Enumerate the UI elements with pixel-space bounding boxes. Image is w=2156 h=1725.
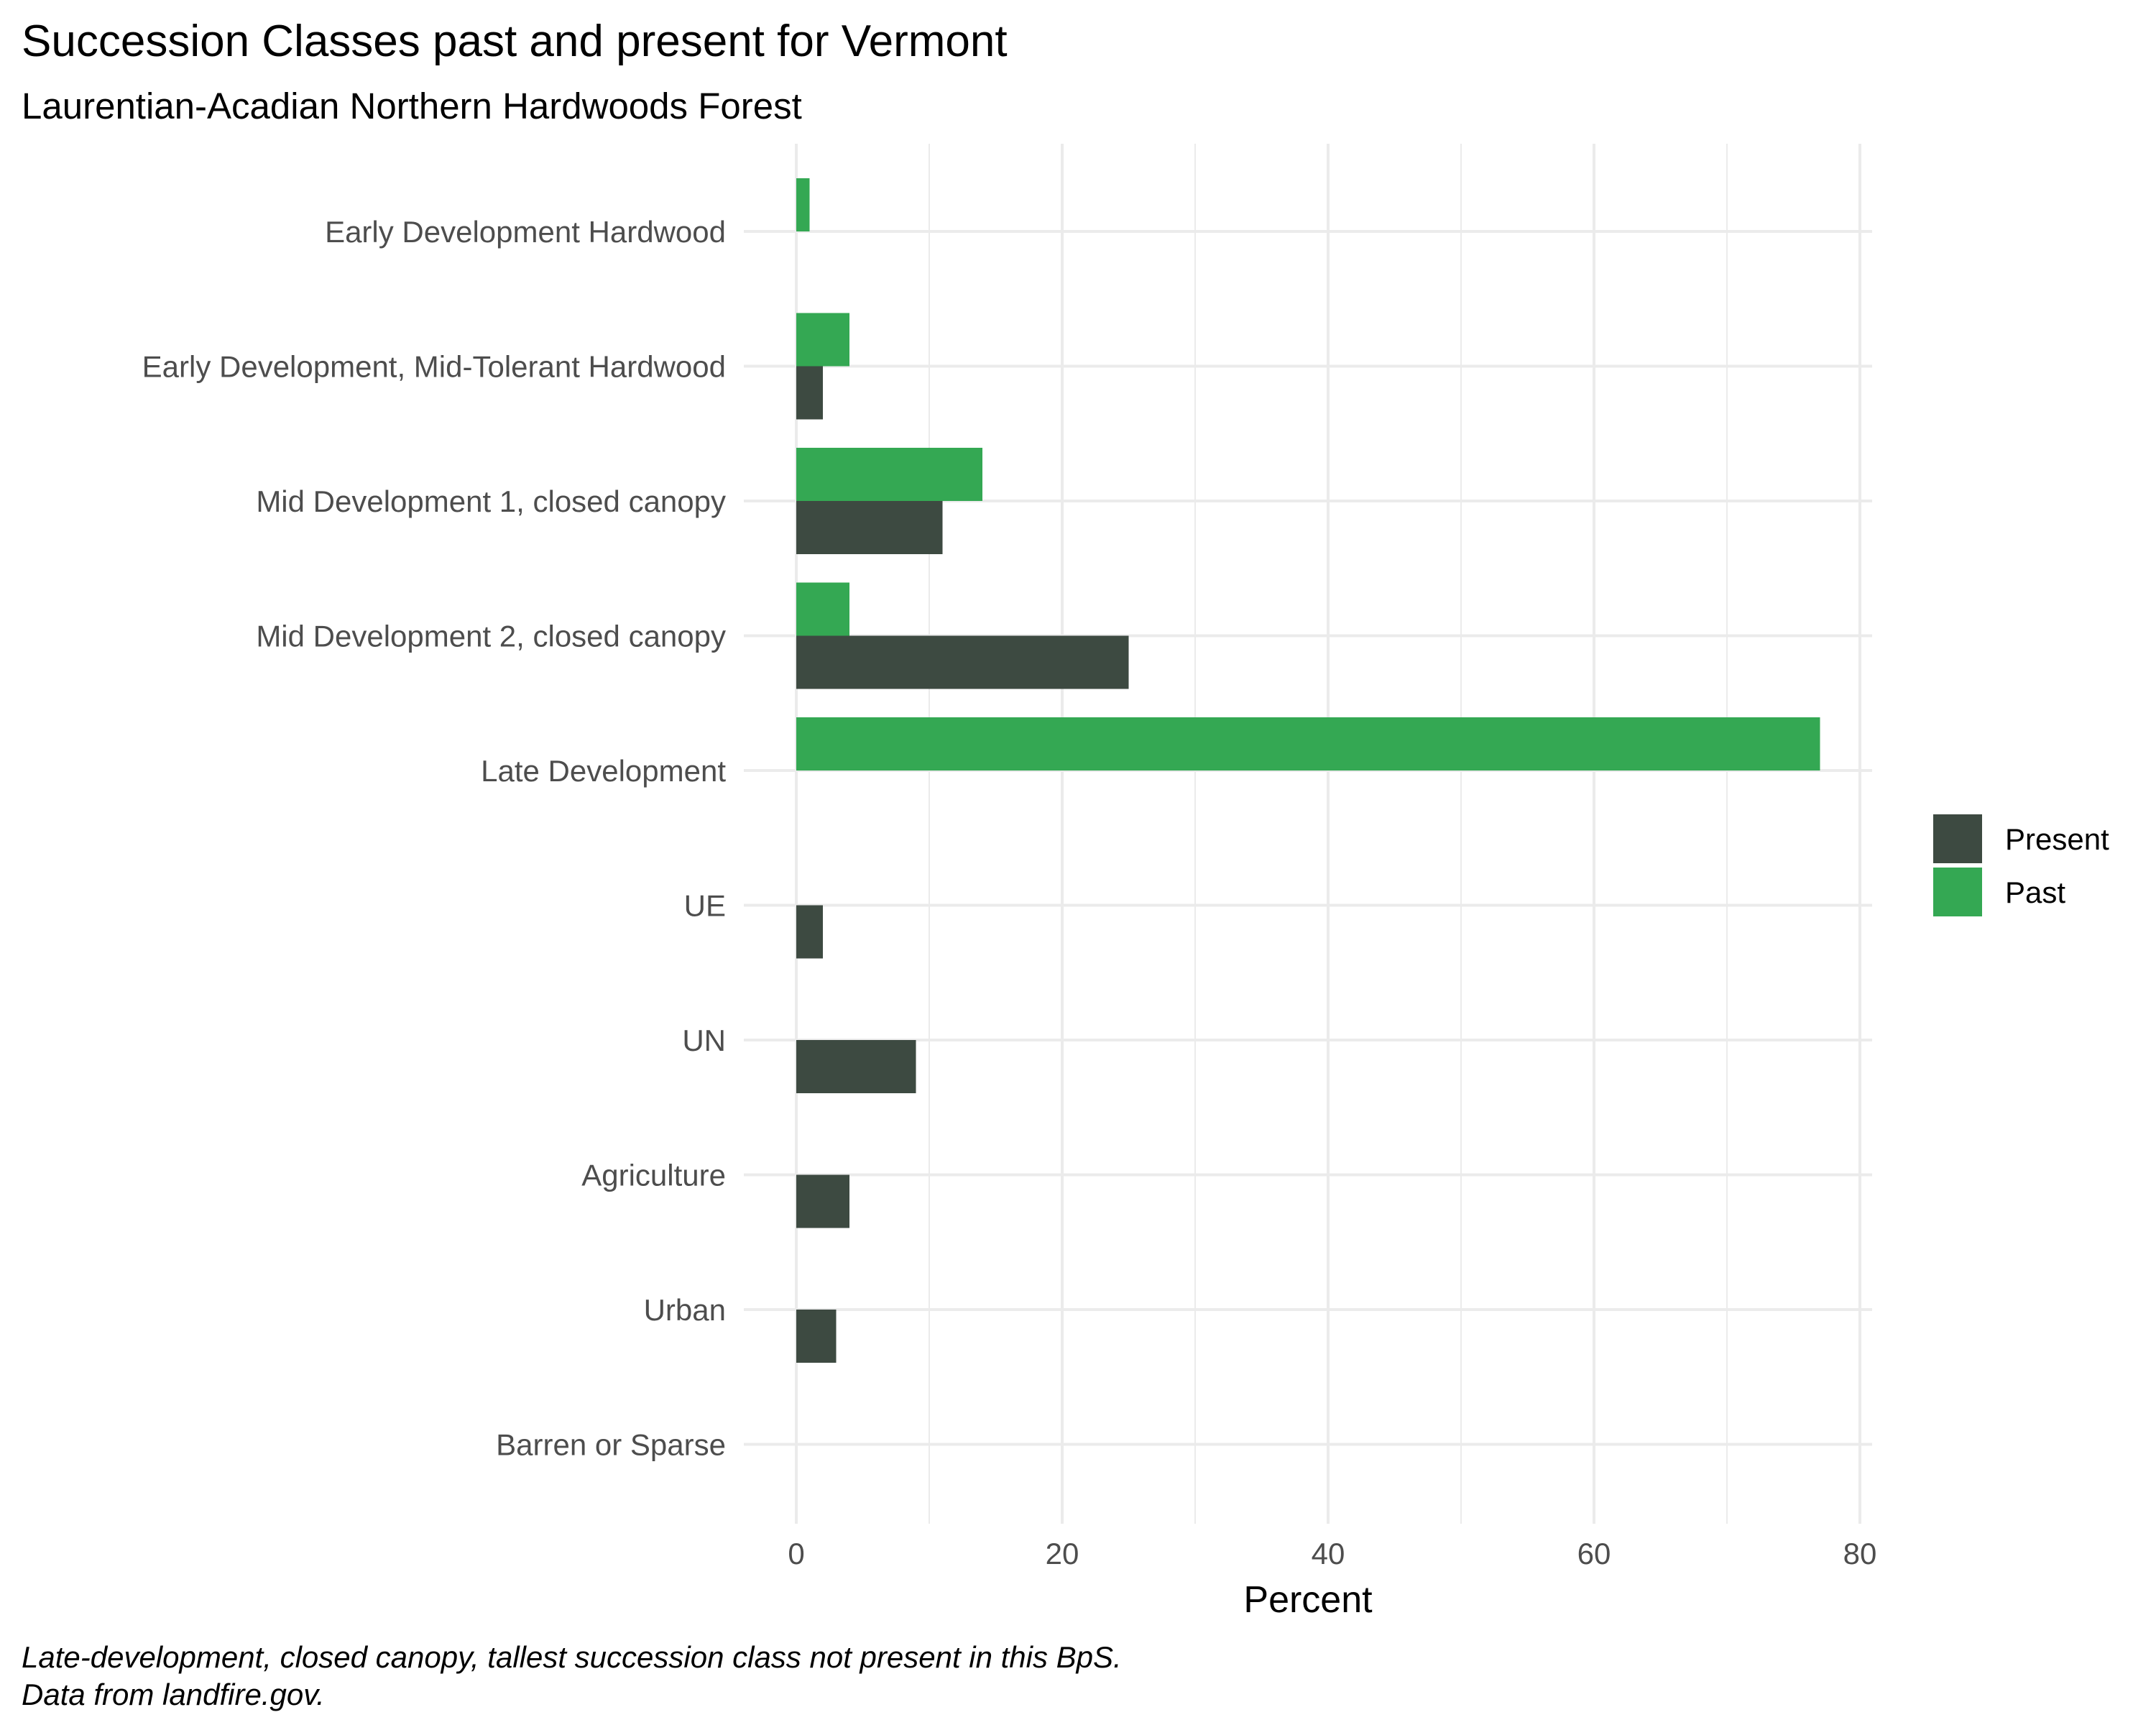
chart-title: Succession Classes past and present for … xyxy=(22,17,1008,66)
x-tick-label: 40 xyxy=(1312,1537,1345,1570)
x-tick-label: 0 xyxy=(788,1537,804,1570)
bar-present xyxy=(796,1174,849,1228)
x-tick-label: 60 xyxy=(1577,1537,1611,1570)
category-label: Agriculture xyxy=(581,1159,726,1192)
category-label: UE xyxy=(684,889,726,923)
category-labels: Early Development Hardwood Early Developm… xyxy=(142,215,727,1462)
legend-label-present: Present xyxy=(2005,822,2109,856)
bar-past xyxy=(796,717,1820,770)
bars xyxy=(796,178,1820,1363)
category-label: Late Development xyxy=(481,754,726,788)
legend-key-past xyxy=(1933,868,1982,916)
bar-present xyxy=(796,1040,916,1093)
bar-present xyxy=(796,1310,837,1363)
bar-present xyxy=(796,905,823,959)
x-axis-title: Percent xyxy=(1243,1579,1373,1621)
category-label: Barren or Sparse xyxy=(496,1428,726,1462)
legend: Present Past xyxy=(1933,814,2109,916)
bar-present xyxy=(796,501,943,554)
legend-key-present xyxy=(1933,814,1982,863)
bar-present xyxy=(796,635,1129,689)
category-label: Mid Development 1, closed canopy xyxy=(256,484,726,518)
x-tick-labels: 0 20 40 60 80 xyxy=(788,1537,1876,1570)
category-label: Mid Development 2, closed canopy xyxy=(256,620,726,653)
category-label: Early Development Hardwood xyxy=(325,215,726,249)
bar-past xyxy=(796,582,849,636)
caption-line-1: Late-development, closed canopy, tallest… xyxy=(22,1640,1122,1674)
bar-past xyxy=(796,448,982,501)
x-tick-label: 20 xyxy=(1046,1537,1079,1570)
chart-subtitle: Laurentian-Acadian Northern Hardwoods Fo… xyxy=(22,86,802,126)
bar-past xyxy=(796,313,849,367)
bar-past xyxy=(796,178,810,231)
category-label: UN xyxy=(682,1024,726,1057)
category-label: Early Development, Mid-Tolerant Hardwood xyxy=(142,350,726,384)
x-tick-label: 80 xyxy=(1843,1537,1877,1570)
category-label: Urban xyxy=(644,1293,726,1327)
grid xyxy=(744,144,1872,1524)
caption-line-2: Data from landfire.gov. xyxy=(22,1678,325,1711)
bar-present xyxy=(796,366,823,420)
legend-label-past: Past xyxy=(2005,875,2065,909)
